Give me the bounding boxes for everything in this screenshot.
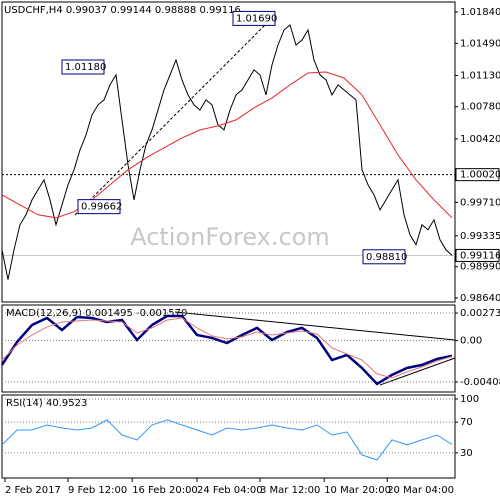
annotation-label: 0.99662 bbox=[81, 202, 122, 213]
y-tick-label: 0.00 bbox=[460, 336, 482, 347]
annotation-label: 1.01180 bbox=[65, 62, 106, 73]
y-tick-label: 100 bbox=[460, 394, 479, 405]
annotation-box bbox=[232, 10, 276, 26]
last-box bbox=[455, 248, 500, 262]
y-tick-label: 1.00420 bbox=[460, 134, 500, 145]
trendline bbox=[379, 357, 456, 386]
x-tick-label: 3 Mar 12:00 bbox=[260, 485, 320, 496]
macd-panel bbox=[1, 304, 456, 393]
chart-title: USDCHF,H4 0.99037 0.99144 0.98888 0.9911… bbox=[4, 5, 241, 16]
y-tick-label: 1.01840 bbox=[460, 7, 500, 18]
x-tick-label: 20 Mar 04:00 bbox=[387, 485, 454, 496]
y-tick-label: 0.98640 bbox=[460, 293, 500, 304]
series-line bbox=[1, 419, 453, 461]
annotation-label: 0.98810 bbox=[366, 252, 407, 263]
level-box bbox=[455, 168, 500, 182]
y-tick-label: 0.002738 bbox=[460, 308, 500, 319]
price-panel bbox=[1, 1, 456, 303]
level-label: 1.00020 bbox=[460, 170, 500, 181]
series-line bbox=[1, 24, 453, 280]
series-line bbox=[1, 317, 453, 379]
series-line bbox=[1, 71, 453, 219]
annotation-box bbox=[61, 59, 105, 75]
rsi-panel bbox=[1, 394, 456, 479]
y-tick-label: 0.99335 bbox=[460, 231, 500, 242]
x-tick-label: 2 Feb 2017 bbox=[5, 485, 61, 496]
y-tick-label: 0.98990 bbox=[460, 262, 500, 273]
y-tick-label: 1.00780 bbox=[460, 102, 500, 113]
last-label: 0.99116 bbox=[460, 250, 500, 261]
x-tick-label: 10 Mar 20:00 bbox=[324, 485, 391, 496]
y-tick-label: 0.99710 bbox=[460, 197, 500, 208]
panel-title: MACD(12,26,9) 0.001495 -0.001570 bbox=[6, 308, 187, 319]
y-tick-label: 1.01130 bbox=[460, 70, 500, 81]
annotation-label: 1.01690 bbox=[236, 13, 277, 24]
watermark: ActionForex.com bbox=[130, 223, 330, 251]
x-tick-label: 24 Feb 04:00 bbox=[197, 485, 263, 496]
annotation-box bbox=[362, 249, 406, 265]
y-tick-label: 30 bbox=[460, 448, 473, 459]
annotation-box bbox=[77, 199, 121, 215]
y-tick-label: 1.01490 bbox=[460, 38, 500, 49]
y-tick-label: -0.004088 bbox=[460, 377, 500, 388]
trendline bbox=[174, 311, 456, 341]
x-tick-label: 9 Feb 12:00 bbox=[68, 485, 127, 496]
series-line bbox=[0, 314, 453, 386]
trendline bbox=[74, 14, 276, 216]
panel-title: RSI(14) 40.9523 bbox=[6, 398, 87, 409]
x-tick-label: 16 Feb 20:00 bbox=[132, 485, 198, 496]
y-tick-label: 70 bbox=[460, 417, 473, 428]
